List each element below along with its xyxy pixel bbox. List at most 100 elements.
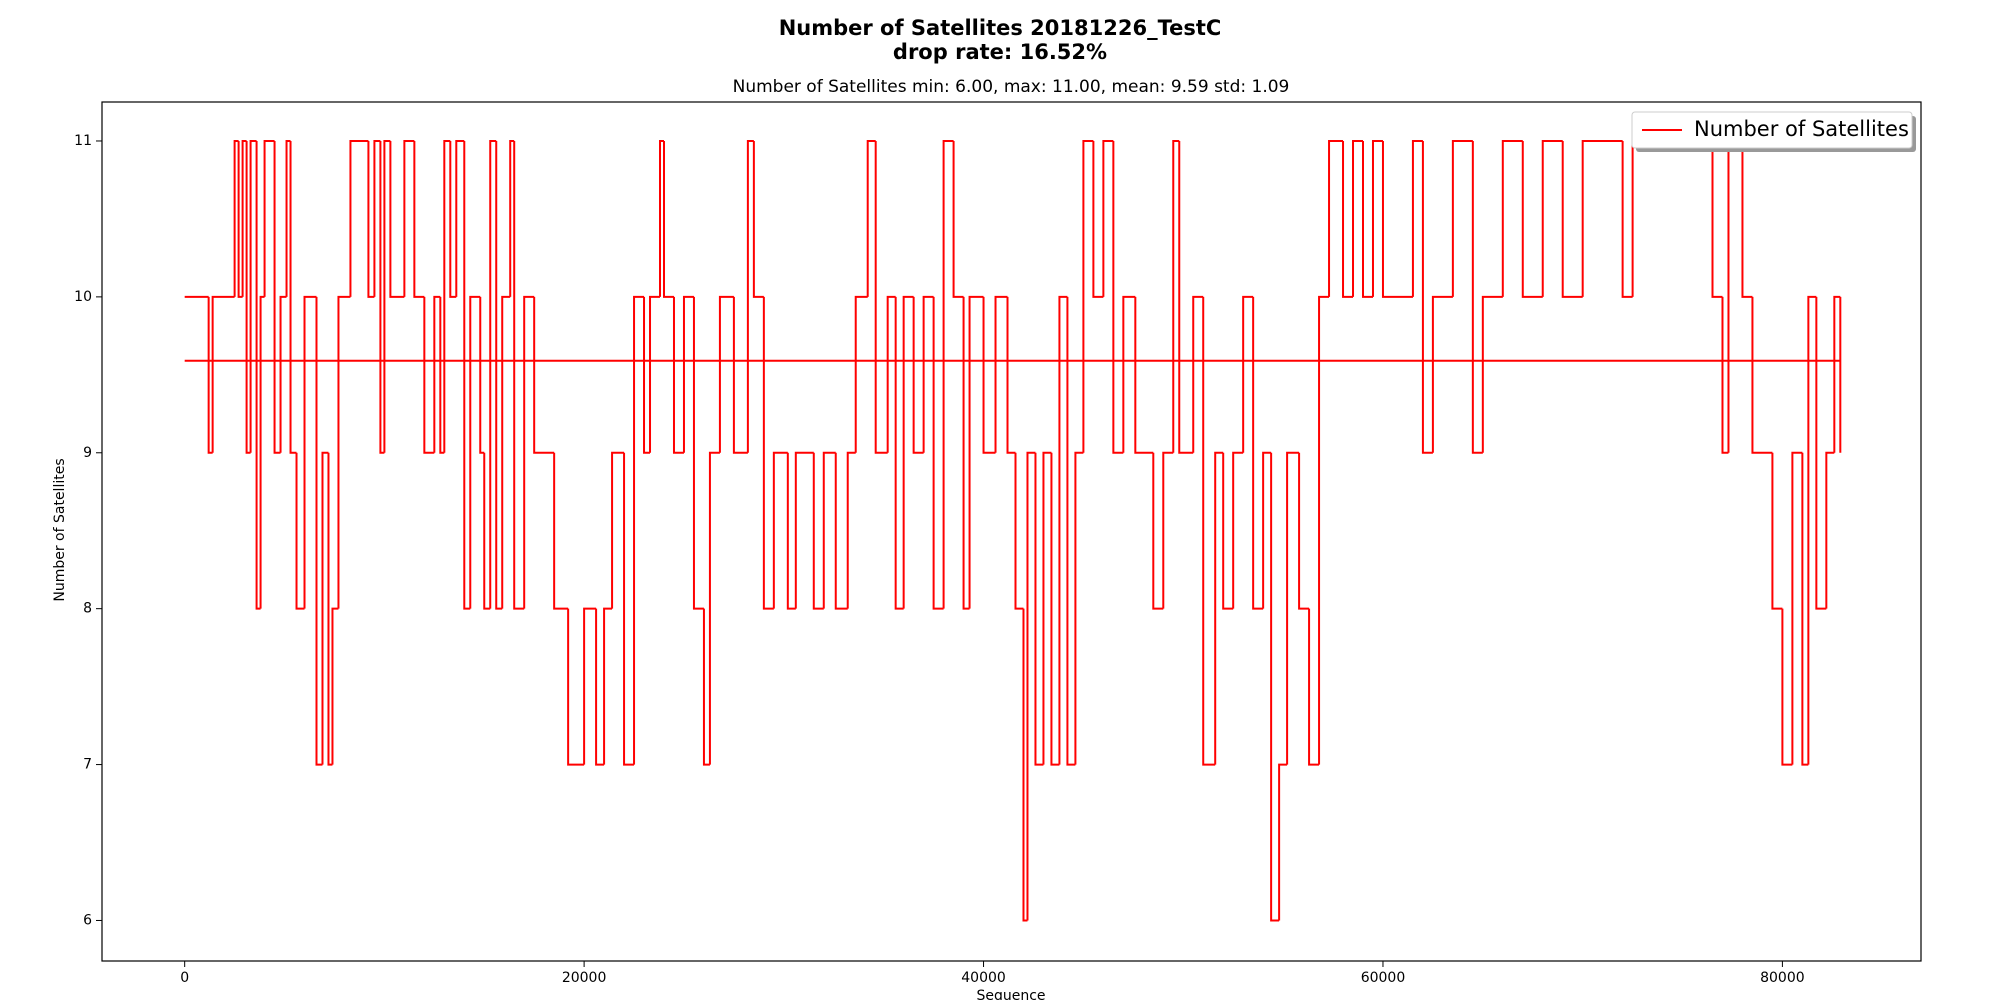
line-step xyxy=(1042,451,1052,765)
line-step xyxy=(443,139,451,453)
chart-subtitle: Number of Satellites min: 6.00, max: 11.… xyxy=(733,77,1290,97)
line-step xyxy=(1342,140,1354,298)
line-step xyxy=(894,296,904,610)
line-step xyxy=(567,608,585,766)
line-step xyxy=(854,295,868,453)
line-step xyxy=(1006,296,1016,454)
line-step xyxy=(479,296,485,454)
line-step xyxy=(846,451,856,609)
line-step xyxy=(822,451,836,609)
line-step xyxy=(1152,452,1164,610)
line-step xyxy=(952,140,964,298)
line-step xyxy=(1262,451,1272,609)
line-step xyxy=(249,139,257,453)
line-step xyxy=(746,139,754,453)
line-step xyxy=(245,140,251,454)
line-step xyxy=(968,295,984,609)
line-step xyxy=(672,296,684,454)
line-step xyxy=(1162,451,1174,609)
line-step xyxy=(1631,139,1713,297)
line-step xyxy=(1807,295,1817,765)
y-tick-label: 8 xyxy=(83,601,92,617)
line-step xyxy=(1014,452,1024,610)
line-step xyxy=(1371,139,1383,297)
line-step xyxy=(1451,139,1473,297)
line-step xyxy=(513,140,525,610)
line-step xyxy=(1134,296,1154,454)
line-step xyxy=(912,296,924,454)
line-step xyxy=(523,295,535,609)
line-step xyxy=(982,296,996,454)
line-step xyxy=(1082,139,1094,453)
line-step xyxy=(942,139,954,609)
line-step xyxy=(1825,451,1835,609)
line-step xyxy=(1074,451,1084,765)
line-step xyxy=(383,139,391,453)
line-step xyxy=(327,452,333,766)
line-step xyxy=(762,296,774,610)
line-step xyxy=(886,295,896,453)
line-step xyxy=(337,295,351,609)
plot-area xyxy=(184,139,1842,922)
line-step xyxy=(922,295,934,453)
line-step xyxy=(1741,140,1753,298)
line-step xyxy=(1352,139,1363,297)
line-step xyxy=(659,139,664,297)
line-step xyxy=(1771,452,1783,610)
line-step xyxy=(1022,608,1028,922)
line-step xyxy=(1286,451,1300,765)
line-step xyxy=(643,296,651,454)
line-step xyxy=(263,139,275,297)
line-step xyxy=(389,140,405,298)
line-step xyxy=(1561,140,1583,298)
x-tick-label: 20000 xyxy=(562,970,607,986)
line-step xyxy=(413,140,425,298)
line-step xyxy=(794,451,814,609)
line-step xyxy=(489,139,497,609)
line-step xyxy=(495,140,503,610)
line-step xyxy=(1411,139,1423,297)
line-step xyxy=(611,451,625,609)
line-step xyxy=(834,452,848,610)
line-step xyxy=(1058,295,1068,765)
line-step xyxy=(866,139,876,297)
line-step xyxy=(1202,296,1216,766)
line-step xyxy=(1501,139,1523,297)
line-step xyxy=(1381,140,1413,298)
line-step xyxy=(439,296,445,454)
line-step xyxy=(649,295,661,453)
line-step xyxy=(331,607,339,765)
line-step xyxy=(367,140,375,298)
line-step xyxy=(349,139,369,297)
chart-title: Number of Satellites 20181226_TestC xyxy=(779,16,1222,40)
line-step xyxy=(553,452,569,610)
y-tick-label: 10 xyxy=(74,289,92,305)
line-step xyxy=(1252,296,1264,610)
line-step xyxy=(583,607,597,765)
line-step xyxy=(1192,295,1204,453)
y-axis-label: Number of Satellites xyxy=(52,458,68,601)
line-step xyxy=(752,140,764,298)
line-step xyxy=(273,140,281,454)
line-step xyxy=(1222,452,1234,610)
line-step xyxy=(295,452,305,610)
line-step xyxy=(708,451,720,765)
line-step xyxy=(315,296,323,766)
line-step xyxy=(1431,295,1453,453)
line-step xyxy=(321,451,329,765)
line-step xyxy=(449,140,457,298)
line-step xyxy=(1362,140,1373,298)
line-step xyxy=(373,139,381,297)
line-step xyxy=(1328,139,1344,297)
line-step xyxy=(303,295,317,609)
line-step xyxy=(1214,451,1224,765)
line-step xyxy=(1102,139,1114,297)
x-tick-label: 0 xyxy=(180,970,189,986)
legend-box xyxy=(1631,111,1913,149)
line-step xyxy=(1815,296,1827,610)
line-step xyxy=(469,295,481,609)
line-step xyxy=(692,296,704,610)
line-step xyxy=(285,139,291,297)
axes-frame xyxy=(101,101,1922,962)
line-step xyxy=(1112,140,1124,454)
